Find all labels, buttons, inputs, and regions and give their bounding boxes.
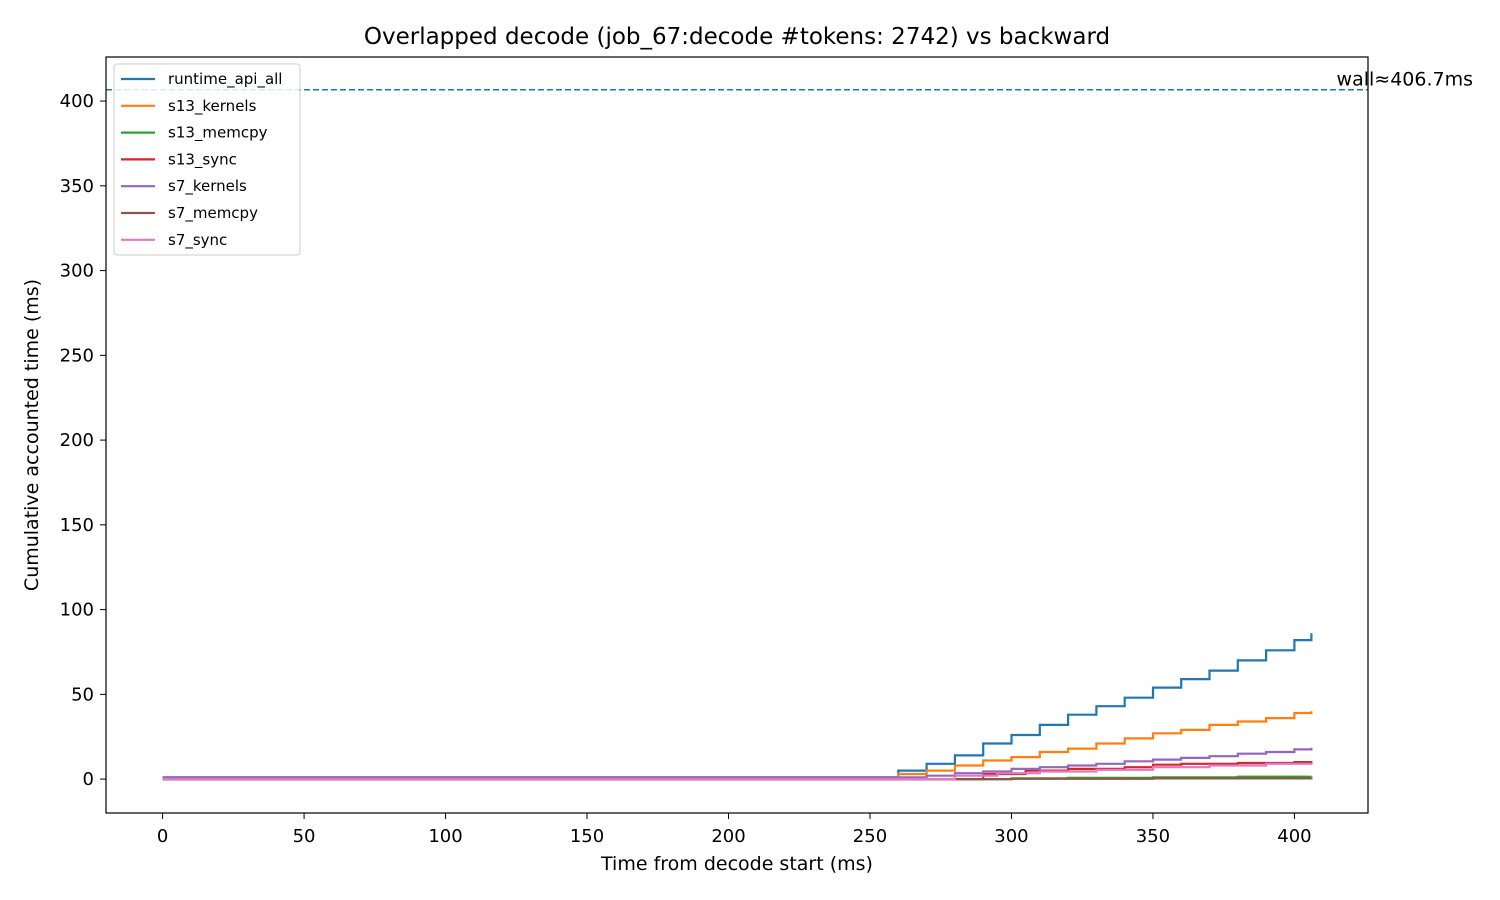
plot-lines xyxy=(162,633,1313,781)
x-axis-label: Time from decode start (ms) xyxy=(600,853,873,875)
legend-entry: s7_sync xyxy=(168,231,227,250)
series-line-runtime-api-all xyxy=(162,633,1313,779)
x-tick-label: 350 xyxy=(1136,826,1170,847)
x-tick-label: 300 xyxy=(994,826,1028,847)
y-tick-label: 150 xyxy=(60,515,94,536)
y-axis-label: Cumulative accounted time (ms) xyxy=(21,279,43,591)
y-tick-label: 250 xyxy=(60,345,94,366)
wall-annotation: wall≈406.7ms xyxy=(1337,69,1473,91)
series-line-s7-sync xyxy=(162,762,1313,781)
x-axis: 0 50 100 150 200 250 300 350 400 xyxy=(157,813,1312,847)
y-tick-label: 300 xyxy=(60,261,94,282)
x-tick-label: 250 xyxy=(853,826,887,847)
y-tick-label: 200 xyxy=(60,430,94,451)
series-line-s7-kernels xyxy=(162,747,1313,779)
legend-box xyxy=(113,63,301,256)
legend-entry: s13_kernels xyxy=(168,97,257,116)
y-tick-label: 350 xyxy=(60,176,94,197)
x-tick-label: 150 xyxy=(570,826,604,847)
plot-frame xyxy=(105,56,1369,814)
chart-title: Overlapped decode (job_67:decode #tokens… xyxy=(364,24,1110,50)
y-tick-label: 50 xyxy=(71,684,94,705)
y-tick-label: 100 xyxy=(60,600,94,621)
y-tick-label: 400 xyxy=(60,91,94,112)
legend-entry: runtime_api_all xyxy=(168,70,282,89)
series-line-s13-kernels xyxy=(162,711,1313,781)
x-tick-label: 400 xyxy=(1277,826,1311,847)
legend-entry: s7_kernels xyxy=(168,177,247,196)
x-tick-label: 200 xyxy=(711,826,745,847)
legend-entry: s13_sync xyxy=(168,150,237,169)
legend: runtime_api_all s13_kernels s13_memcpy s13_… xyxy=(113,63,301,256)
y-axis: 0 50 100 150 200 250 300 350 400 xyxy=(60,91,106,790)
legend-entry: s13_memcpy xyxy=(168,124,268,143)
x-tick-label: 0 xyxy=(157,826,168,847)
x-tick-label: 50 xyxy=(293,826,316,847)
legend-entry: s7_memcpy xyxy=(168,204,258,223)
x-tick-label: 100 xyxy=(428,826,462,847)
y-tick-label: 0 xyxy=(83,769,94,790)
